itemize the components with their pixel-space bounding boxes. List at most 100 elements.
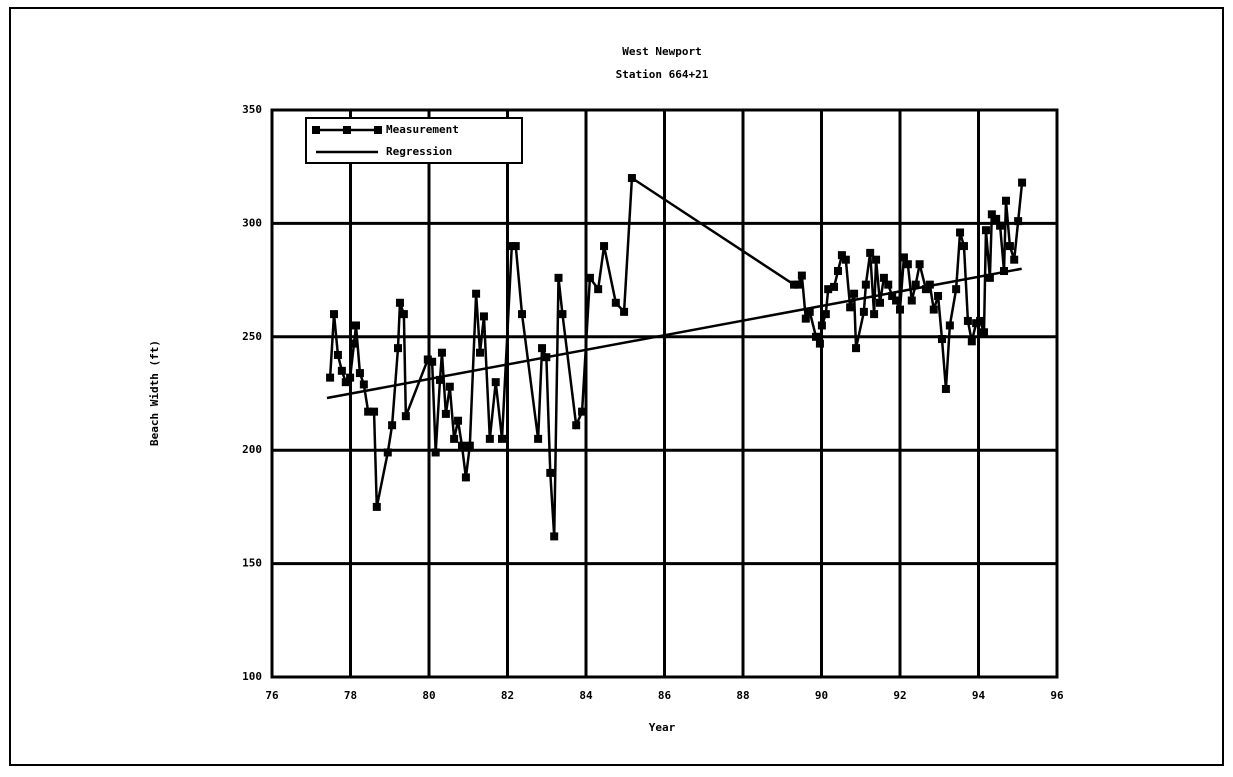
marker	[952, 285, 961, 294]
x-tick-label: 90	[815, 689, 828, 702]
marker	[884, 280, 893, 289]
marker	[550, 532, 559, 541]
marker	[600, 242, 609, 251]
marker	[870, 310, 879, 319]
marker	[879, 273, 888, 282]
marker	[1018, 178, 1027, 187]
marker	[992, 214, 1001, 223]
marker	[821, 310, 830, 319]
marker	[987, 210, 996, 219]
legend-box	[305, 117, 523, 164]
marker	[963, 316, 972, 325]
y-tick-label: 300	[242, 216, 262, 229]
marker	[558, 310, 567, 319]
marker	[401, 412, 410, 421]
x-tick-label: 96	[1050, 689, 1064, 702]
marker	[350, 339, 359, 348]
marker	[479, 312, 488, 321]
marker	[511, 242, 520, 251]
y-tick-label: 200	[242, 443, 262, 456]
marker	[945, 321, 954, 330]
marker	[934, 291, 943, 300]
marker	[1014, 217, 1023, 226]
x-tick-label: 84	[579, 689, 593, 702]
marker	[852, 344, 861, 353]
marker	[431, 448, 440, 457]
marker	[399, 310, 408, 319]
marker	[465, 441, 474, 450]
marker	[937, 335, 946, 344]
marker	[620, 307, 629, 316]
marker	[872, 255, 881, 264]
marker	[370, 407, 379, 416]
marker	[388, 421, 397, 430]
legend-marker	[312, 126, 320, 134]
x-tick-label: 80	[422, 689, 435, 702]
marker	[554, 273, 563, 282]
marker	[393, 344, 402, 353]
marker	[805, 307, 814, 316]
legend-label: Measurement	[386, 123, 459, 136]
marker	[833, 267, 842, 276]
marker	[594, 285, 603, 294]
marker	[476, 348, 485, 357]
marker	[346, 373, 355, 382]
marker	[846, 303, 855, 312]
marker	[921, 285, 930, 294]
marker	[627, 174, 636, 183]
marker	[967, 337, 976, 346]
marker	[892, 296, 901, 305]
y-tick-label: 350	[242, 103, 262, 116]
marker	[578, 407, 587, 416]
marker	[830, 282, 839, 291]
y-tick-label: 150	[242, 557, 262, 570]
marker	[981, 226, 990, 235]
marker	[383, 448, 392, 457]
x-tick-label: 92	[893, 689, 906, 702]
marker	[824, 285, 833, 294]
legend-marker	[374, 126, 382, 134]
marker	[498, 434, 507, 443]
marker	[817, 321, 826, 330]
marker	[333, 350, 342, 359]
marker	[911, 280, 920, 289]
x-tick-label: 88	[736, 689, 749, 702]
legend-marker	[343, 126, 351, 134]
marker	[941, 384, 950, 393]
marker	[985, 273, 994, 282]
chart-subtitle: Station 664+21	[616, 68, 709, 81]
marker	[797, 271, 806, 280]
marker	[850, 289, 859, 298]
marker	[793, 280, 802, 289]
series-line	[326, 267, 1022, 400]
marker	[976, 316, 985, 325]
marker	[572, 421, 581, 430]
marker	[341, 378, 350, 387]
marker	[996, 221, 1005, 230]
marker	[956, 228, 965, 237]
y-tick-label: 250	[242, 330, 262, 343]
marker	[815, 339, 824, 348]
marker	[472, 289, 481, 298]
marker	[450, 434, 459, 443]
x-tick-label: 94	[972, 689, 986, 702]
marker	[441, 409, 450, 418]
marker	[428, 357, 437, 366]
marker	[888, 291, 897, 300]
marker	[538, 344, 547, 353]
marker	[337, 366, 346, 375]
marker	[372, 502, 381, 511]
marker	[326, 373, 335, 382]
x-tick-label: 82	[501, 689, 514, 702]
marker	[1001, 196, 1010, 205]
marker	[896, 305, 904, 314]
x-axis-label: Year	[649, 721, 676, 734]
y-axis-label: Beach Width (ft)	[148, 340, 161, 446]
x-tick-label: 86	[658, 689, 672, 702]
marker	[461, 473, 470, 482]
marker	[485, 434, 494, 443]
x-tick-label: 76	[265, 689, 279, 702]
marker	[355, 369, 364, 378]
marker	[907, 296, 916, 305]
marker	[929, 305, 938, 314]
